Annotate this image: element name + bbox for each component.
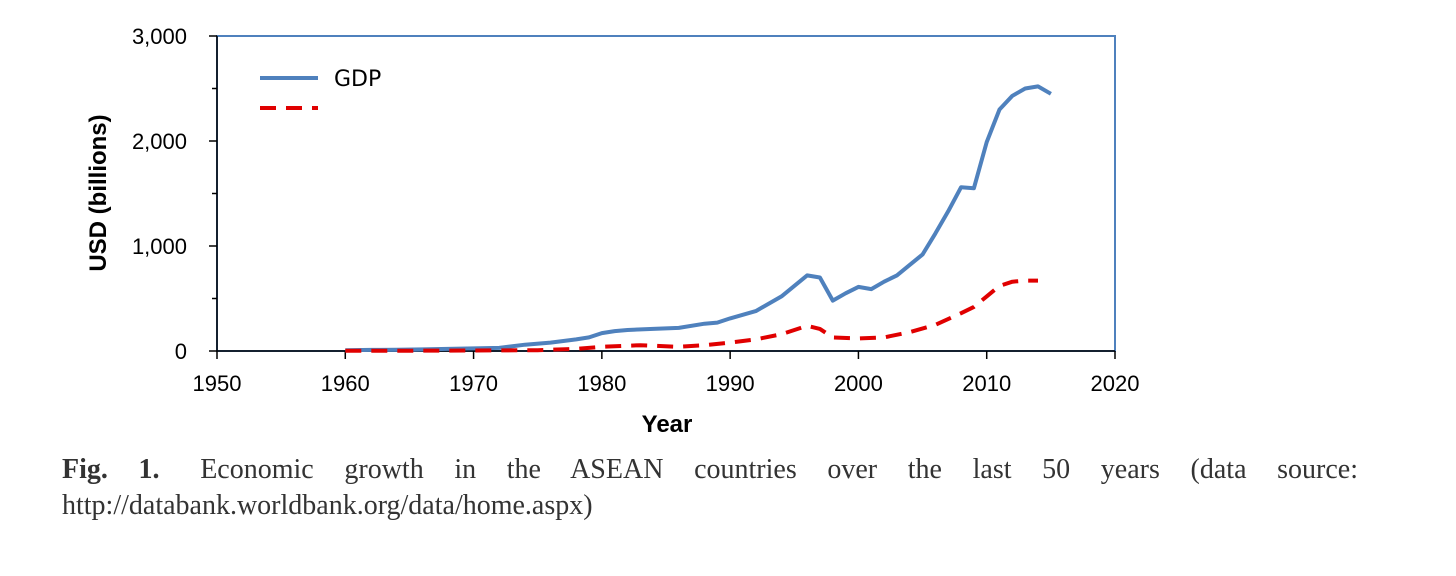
x-tick-label: 2000 [834,371,883,396]
legend-label-1: GDP [334,67,381,92]
y-tick-label: 1,000 [132,234,187,259]
x-tick-label: 1960 [321,371,370,396]
x-axis: 1950 1960 1970 1980 1990 2000 2010 2020 [193,350,1140,396]
figure-label: Fig. 1. [62,454,160,485]
y-tick-label: 3,000 [132,24,187,49]
y-tick-label: 0 [175,339,187,364]
caption-text: Economic growth in the ASEAN countries o… [62,454,1358,521]
y-axis-title: USD (billions) [85,114,112,271]
x-tick-label: 1950 [193,371,242,396]
x-axis-title: Year [642,411,693,438]
series-line-1 [345,84,1052,353]
legend: GDP [260,67,381,110]
x-tick-label: 2010 [962,371,1011,396]
x-tick-label: 1970 [449,371,498,396]
x-tick-label: 1990 [706,371,755,396]
y-axis: 0 1,000 2,000 3,000 [132,24,218,364]
x-tick-label: 2020 [1091,371,1140,396]
series-layer [345,84,1052,353]
figure-caption: Fig. 1. Economic growth in the ASEAN cou… [62,452,1358,524]
y-tick-label: 2,000 [132,129,187,154]
series-line-2 [345,278,1038,353]
x-tick-label: 1980 [577,371,626,396]
chart: 0 1,000 2,000 3,000 1950 1960 1970 1980 1990 200… [85,24,1140,438]
